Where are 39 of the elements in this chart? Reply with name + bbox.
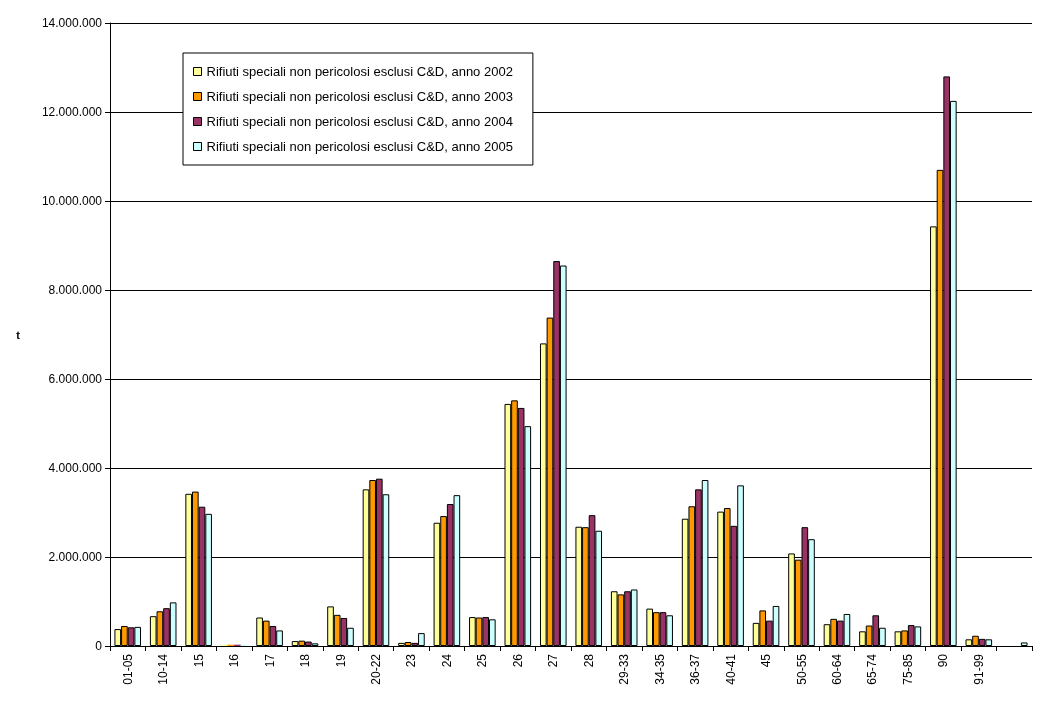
y-tick-label: 10.000.000 (41, 194, 103, 208)
x-tick-label: 28 (581, 653, 596, 668)
x-tick-label: 20-22 (368, 653, 383, 685)
y-tick-label: 14.000.000 (41, 16, 103, 30)
x-tick-label: 19 (333, 653, 348, 668)
x-tick-label: 27 (546, 653, 561, 668)
x-tick-label: 24 (439, 653, 454, 668)
x-tick-label: 23 (404, 653, 419, 668)
x-tick-label: 16 (227, 653, 242, 668)
y-tick-label: 6.000.000 (48, 372, 103, 386)
x-tick-label: 40-41 (723, 653, 738, 685)
x-tick-label: 90 (936, 653, 951, 668)
x-tick-label: 01-05 (120, 653, 135, 685)
x-tick-label: 25 (475, 653, 490, 668)
x-tick-label: 36-37 (688, 653, 703, 685)
x-tick-label: 29-33 (617, 653, 632, 685)
legend-label: Rifiuti speciali non pericolosi esclusi C&D, anno 2002 (206, 64, 513, 79)
y-tick-label: 4.000.000 (48, 461, 103, 475)
legend-label: Rifiuti speciali non pericolosi esclusi C&D, anno 2004 (206, 114, 513, 129)
x-tick-label: 18 (298, 653, 313, 668)
x-tick-label: 26 (510, 653, 525, 668)
x-tick-label: 45 (759, 653, 774, 668)
x-tick-label: 34-35 (652, 653, 667, 685)
x-tick-label: 10-14 (156, 653, 171, 685)
y-tick-label: 8.000.000 (48, 283, 103, 297)
y-tick-label: 12.000.000 (41, 105, 103, 119)
y-axis-title: t (16, 328, 21, 341)
legend-label: Rifiuti speciali non pericolosi esclusi C&D, anno 2005 (206, 139, 513, 154)
x-tick-label: 17 (262, 653, 277, 668)
x-tick-label: 60-64 (829, 653, 844, 685)
y-tick-label: 2.000.000 (48, 550, 103, 564)
bar (1020, 642, 1028, 646)
x-tick-label: 65-74 (865, 653, 880, 685)
y-tick-label: 0 (95, 639, 103, 653)
x-tick-label: 91-99 (971, 653, 986, 685)
x-tick-label: 15 (191, 653, 206, 668)
legend-label: Rifiuti speciali non pericolosi esclusi C&D, anno 2003 (206, 89, 513, 104)
x-tick-label: 50-55 (794, 653, 809, 685)
x-tick-label: 75-85 (900, 653, 915, 685)
